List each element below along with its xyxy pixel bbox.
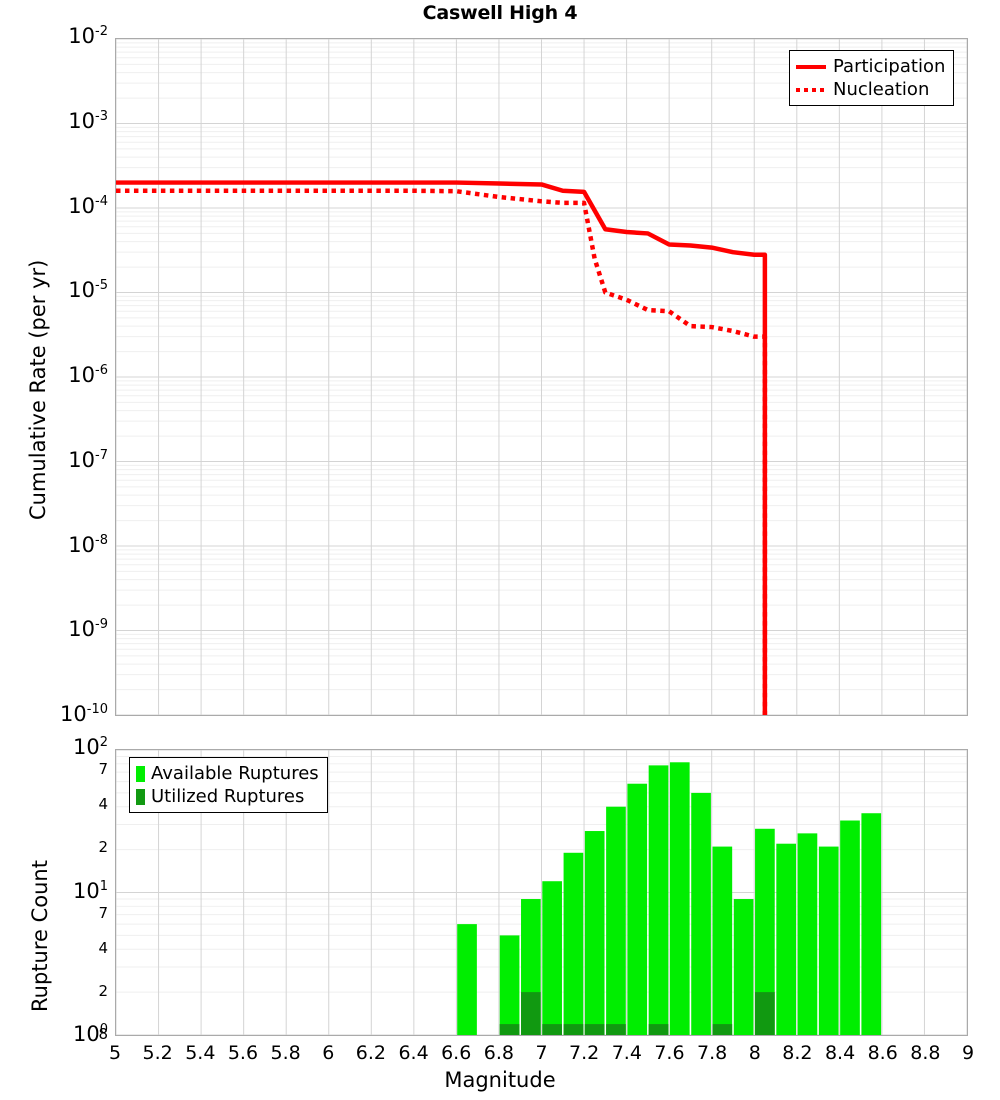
bar-available <box>584 831 605 1035</box>
nucleation-line <box>116 188 768 715</box>
legend-label-participation: Participation <box>833 56 946 77</box>
legend-item-nucleation: Nucleation <box>796 78 945 101</box>
top-y-tick-label: 10-9 <box>68 617 108 642</box>
bar-utilized <box>584 1024 605 1035</box>
bar-available <box>776 843 797 1035</box>
utilized-ruptures-swatch-icon <box>136 788 145 805</box>
x-tick-label: 6.2 <box>355 1042 386 1064</box>
cumulative-rate-plot <box>115 38 968 716</box>
top-panel-gridlines <box>116 39 967 715</box>
bar-available <box>499 935 520 1035</box>
bottom-y-minor-tick-label: 4 <box>98 938 108 957</box>
x-tick-label: 8.4 <box>824 1042 856 1064</box>
utilized-ruptures-bars <box>499 992 775 1035</box>
top-y-tick-label: 10-2 <box>68 24 108 48</box>
top-y-tick-label: 10-3 <box>68 108 108 133</box>
dotted-line-swatch-icon <box>796 83 826 97</box>
bar-available <box>797 833 818 1035</box>
top-y-tick-label: 10-7 <box>68 447 108 472</box>
x-tick-label: 6.4 <box>398 1042 429 1064</box>
bottom-y-tick-label: 101 <box>72 878 108 903</box>
x-tick-label: 6.6 <box>441 1042 472 1064</box>
top-panel-legend: Participation Nucleation <box>789 50 955 106</box>
x-tick-label: 8.8 <box>910 1042 941 1064</box>
bar-available <box>755 828 775 1035</box>
bottom-y-tick-label: 102 <box>72 735 108 759</box>
x-tick-label: 6 <box>322 1042 335 1064</box>
bottom-y-minor-tick-label: 7 <box>98 760 108 779</box>
bar-available <box>457 924 477 1035</box>
bar-utilized <box>499 1024 520 1035</box>
bar-utilized <box>563 1024 584 1035</box>
bar-available <box>840 820 860 1035</box>
bottom-y-minor-tick-label: 4 <box>98 795 108 814</box>
top-panel-series <box>116 180 768 715</box>
bar-available <box>542 881 562 1035</box>
x-tick-label: 5.8 <box>270 1042 301 1064</box>
bar-utilized <box>521 992 541 1035</box>
bar-available <box>627 783 648 1035</box>
x-tick-label: 7.2 <box>569 1042 600 1064</box>
bar-available <box>648 765 669 1035</box>
bar-available <box>606 806 626 1035</box>
participation-line <box>116 180 768 715</box>
x-tick-label: 9 <box>961 1042 975 1064</box>
legend-item-available-ruptures: Available Ruptures <box>136 762 319 785</box>
bottom-y-minor-tick-label: 7 <box>98 903 108 922</box>
available-ruptures-bars <box>457 762 882 1035</box>
top-y-tick-label: 10-4 <box>68 193 108 218</box>
x-tick-label: 6.8 <box>483 1042 514 1064</box>
bar-available <box>818 846 839 1035</box>
bottom-panel-bars <box>457 762 882 1035</box>
legend-label-available-ruptures: Available Ruptures <box>151 763 319 784</box>
rupture-count-plot <box>115 749 968 1036</box>
top-y-tick-label: 10-10 <box>60 702 108 726</box>
bar-utilized <box>712 1024 733 1035</box>
x-tick-label: 8.2 <box>782 1042 813 1064</box>
x-tick-label: 7.8 <box>696 1042 728 1064</box>
x-tick-label: 5 <box>108 1042 122 1064</box>
legend-item-participation: Participation <box>796 55 945 78</box>
bottom-y-minor-tick-label: 2 <box>98 981 108 1000</box>
bar-available <box>861 813 882 1035</box>
x-tick-label: 5.2 <box>142 1042 173 1064</box>
bottom-y-tick-label: 100 <box>72 1022 108 1046</box>
x-tick-label: 5.6 <box>227 1042 259 1064</box>
top-y-tick-label: 10-5 <box>68 278 108 303</box>
chart-title: Caswell High 4 <box>422 2 578 24</box>
legend-label-utilized-ruptures: Utilized Ruptures <box>151 786 305 807</box>
available-ruptures-swatch-icon <box>136 765 145 782</box>
bar-utilized <box>648 1024 669 1035</box>
bar-utilized <box>542 1024 562 1035</box>
legend-label-nucleation: Nucleation <box>833 79 930 100</box>
x-tick-label: 8.6 <box>867 1042 898 1064</box>
bar-available <box>669 762 690 1035</box>
x-tick-label: 5.4 <box>185 1042 216 1064</box>
bar-available <box>563 852 584 1035</box>
x-axis-label: Magnitude <box>444 1068 556 1092</box>
solid-line-swatch-icon <box>796 60 826 74</box>
legend-item-utilized-ruptures: Utilized Ruptures <box>136 785 319 808</box>
bar-utilized <box>606 1024 626 1035</box>
top-y-tick-label: 10-8 <box>68 532 108 557</box>
x-tick-label: 7.6 <box>654 1042 685 1064</box>
bottom-axis-corner-label: 8 <box>98 1025 108 1043</box>
bar-available <box>691 792 711 1035</box>
bottom-y-minor-tick-label: 2 <box>98 838 108 857</box>
bottom-panel-legend: Available Ruptures Utilized Ruptures <box>129 757 328 813</box>
bar-available <box>733 899 754 1035</box>
bar-available <box>712 846 733 1035</box>
x-tick-label: 7.4 <box>611 1042 642 1064</box>
x-tick-label: 8 <box>748 1042 761 1064</box>
top-y-tick-label: 10-6 <box>68 363 108 387</box>
bar-utilized <box>755 992 775 1035</box>
x-tick-label: 7 <box>535 1042 548 1064</box>
